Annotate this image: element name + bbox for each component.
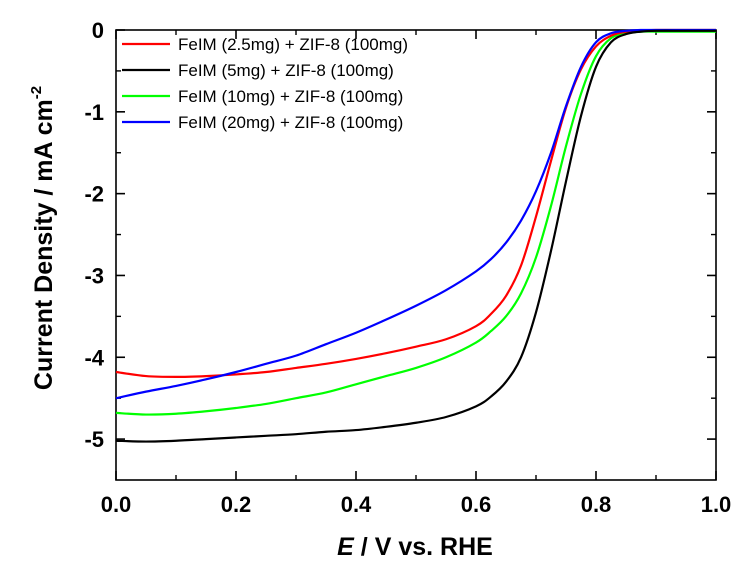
y-tick-label: -3 <box>84 263 104 288</box>
series-line-2 <box>115 29 716 443</box>
y-tick-label: -5 <box>84 427 104 452</box>
x-axis-title-italic: E <box>337 533 355 561</box>
x-tick-label: 0.0 <box>101 492 132 517</box>
series-line-4 <box>115 28 716 400</box>
legend-label-2: FeIM (5mg) + ZIF-8 (100mg) <box>178 61 394 80</box>
legend-label-4: FeIM (20mg) + ZIF-8 (100mg) <box>178 113 403 132</box>
y-axis-title-main: Current Density / mA cm <box>30 99 58 390</box>
x-axis-title: E / V vs. RHE <box>337 533 493 561</box>
y-tick-label: -1 <box>84 100 104 125</box>
series-line-1 <box>115 28 716 379</box>
y-tick-label: -4 <box>84 345 104 370</box>
y-tick-label: 0 <box>92 18 104 43</box>
x-axis: 0.0 0.2 0.4 0.6 0.8 1.0 <box>101 30 732 517</box>
series-line-3 <box>115 30 716 416</box>
x-tick-label: 0.4 <box>341 492 372 517</box>
x-tick-label: 0.8 <box>581 492 612 517</box>
legend-label-1: FeIM (2.5mg) + ZIF-8 (100mg) <box>178 35 408 54</box>
x-tick-label: 1.0 <box>701 492 732 517</box>
legend: FeIM (2.5mg) + ZIF-8 (100mg) FeIM (5mg) +… <box>122 35 408 132</box>
y-tick-label: -2 <box>84 182 104 207</box>
x-tick-label: 0.2 <box>221 492 252 517</box>
y-axis: 0 -1 -2 -3 -4 -5 <box>84 18 716 452</box>
x-axis-title-rest: / V vs. RHE <box>354 533 493 561</box>
x-tick-label: 0.6 <box>461 492 492 517</box>
legend-label-3: FeIM (10mg) + ZIF-8 (100mg) <box>178 87 403 106</box>
y-axis-title: Current Density / mA cm-2 <box>28 86 58 390</box>
series-layer <box>115 28 716 443</box>
y-axis-title-superscript: -2 <box>28 86 45 99</box>
